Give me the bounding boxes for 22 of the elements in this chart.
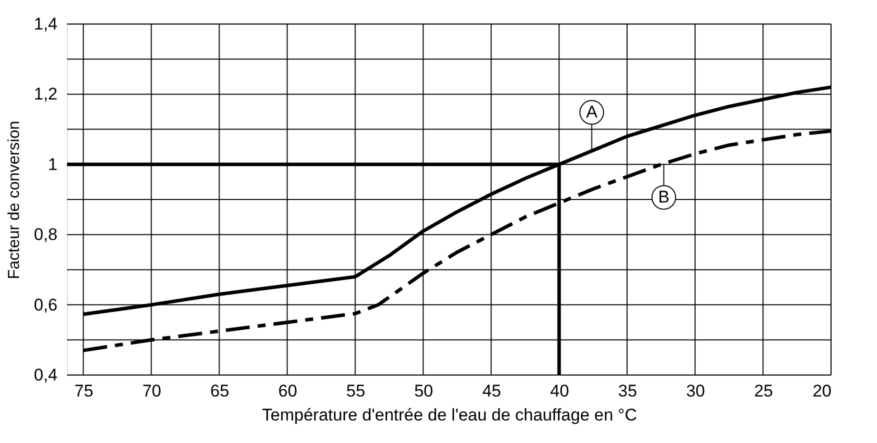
x-tick-label: 60 (278, 382, 298, 400)
y-tick-label: 1 (48, 154, 58, 174)
y-axis-title: Facteur de conversion (6, 120, 23, 280)
y-tick-label: 0,8 (34, 225, 58, 244)
x-tick-label: 50 (414, 382, 434, 400)
x-axis-title: Température d'entrée de l'eau de chauffage en °C (262, 406, 637, 424)
x-tick-label: 65 (210, 382, 230, 400)
y-tick-label: 1,2 (34, 84, 58, 104)
x-tick-label: 20 (812, 382, 832, 400)
x-tick-label: 25 (754, 382, 773, 400)
annotation: B (658, 187, 670, 206)
x-tick-label: 35 (618, 382, 638, 400)
x-tick-label: 30 (686, 382, 706, 400)
x-tick-label: 70 (142, 382, 162, 400)
y-tick-label: 1,4 (34, 14, 58, 34)
x-tick-label: 75 (74, 382, 94, 400)
x-tick-label: 40 (550, 382, 570, 400)
y-tick-label: 0,4 (34, 366, 58, 384)
x-tick-label: 55 (346, 382, 366, 400)
annotation: A (586, 102, 598, 122)
x-tick-label: 45 (482, 382, 502, 400)
y-tick-label: 0,6 (34, 295, 58, 314)
